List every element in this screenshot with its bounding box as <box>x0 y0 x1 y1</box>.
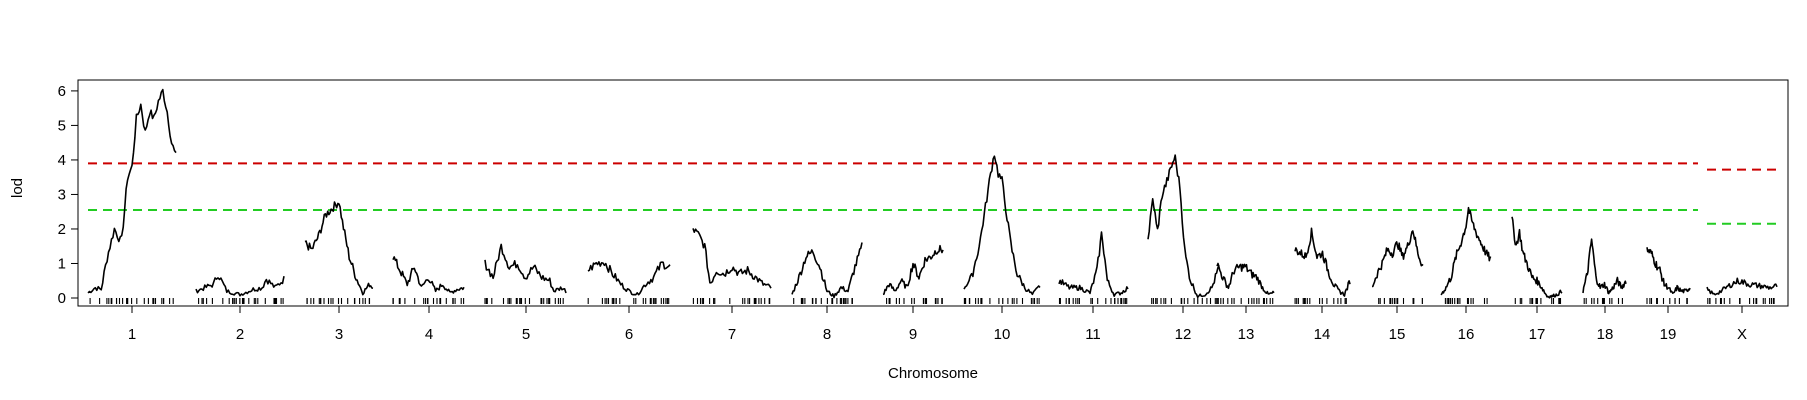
marker-rug-chr-X <box>1707 298 1775 304</box>
lod-curve-chr-9 <box>882 244 944 296</box>
marker-rug-chr-1 <box>89 298 174 304</box>
marker-rug-chr-17 <box>1514 298 1562 304</box>
lod-curve-chr-3 <box>304 201 374 296</box>
x-tick-label: 10 <box>994 326 1011 343</box>
lod-curve-chr-15 <box>1372 230 1424 288</box>
marker-rug-chr-6 <box>587 298 670 304</box>
marker-rug-chr-3 <box>306 298 371 304</box>
x-tick-label: X <box>1737 326 1747 343</box>
marker-rug-chr-4 <box>392 298 465 304</box>
lod-curve-chr-11 <box>1058 231 1129 298</box>
plot-frame <box>77 79 1789 307</box>
x-tick-label: 3 <box>335 326 343 343</box>
y-axis-title: lod <box>9 178 26 198</box>
marker-rug-chr-13 <box>1217 298 1274 304</box>
y-tick-label: 2 <box>58 221 66 238</box>
y-tick-label: 0 <box>58 290 66 307</box>
lod-curve-chr-16 <box>1440 206 1492 296</box>
marker-rug-chr-8 <box>793 298 853 304</box>
y-tick-label: 5 <box>58 117 66 134</box>
lod-curve-chr-17 <box>1511 216 1563 299</box>
x-tick-label: 19 <box>1660 326 1677 343</box>
marker-rug-chr-9 <box>886 298 943 304</box>
x-tick-label: 11 <box>1085 326 1101 343</box>
x-tick-label: 4 <box>425 326 433 343</box>
lod-curve-chr-7 <box>692 228 772 289</box>
marker-rug-chr-7 <box>692 298 771 304</box>
lod-curve-chr-12 <box>1147 154 1220 299</box>
marker-rug-chr-14 <box>1294 298 1347 304</box>
marker-rug-chr-19 <box>1646 298 1688 304</box>
lod-curve-chr-4 <box>392 256 465 294</box>
lod-curve-chr-6 <box>587 260 671 296</box>
x-tick-label: 15 <box>1389 326 1406 343</box>
lod-curve-chr-18 <box>1582 238 1627 295</box>
x-tick-label: 17 <box>1529 326 1546 343</box>
lod-curve-chr-X <box>1706 277 1778 296</box>
marker-rug-chr-10 <box>963 298 1040 304</box>
marker-rug-chr-18 <box>1583 298 1623 304</box>
x-tick-label: 6 <box>625 326 633 343</box>
x-tick-label: 7 <box>728 326 736 343</box>
x-tick-label: 14 <box>1314 326 1331 343</box>
lod-curve-chr-13 <box>1216 262 1275 295</box>
x-tick-label: 12 <box>1175 326 1192 343</box>
marker-rug-chr-5 <box>484 298 564 304</box>
lod-curve-chr-8 <box>791 242 863 299</box>
y-tick-label: 3 <box>58 186 66 203</box>
x-axis-title: Chromosome <box>888 365 978 382</box>
marker-rug-chr-12 <box>1151 298 1219 304</box>
marker-rug-chr-16 <box>1444 298 1488 304</box>
x-tick-label: 1 <box>128 326 136 343</box>
lod-curve-chr-19 <box>1646 247 1691 295</box>
y-tick-label: 4 <box>58 152 66 169</box>
x-tick-label: 13 <box>1238 326 1255 343</box>
x-tick-label: 2 <box>236 326 244 343</box>
lod-curve-chr-5 <box>484 243 567 294</box>
y-tick-label: 1 <box>58 255 66 272</box>
lod-curve-chr-14 <box>1294 227 1351 297</box>
lod-curve-chr-2 <box>195 276 285 297</box>
marker-rug-chr-2 <box>198 298 284 304</box>
x-tick-label: 18 <box>1597 326 1614 343</box>
marker-rug-chr-11 <box>1058 298 1128 304</box>
y-tick-label: 6 <box>58 83 66 100</box>
lod-curve-chr-1 <box>87 88 177 294</box>
lod-curve-chr-10 <box>963 155 1041 296</box>
marker-rug-chr-15 <box>1378 298 1423 304</box>
x-tick-label: 8 <box>823 326 831 343</box>
x-tick-label: 9 <box>909 326 917 343</box>
x-tick-label: 5 <box>522 326 530 343</box>
x-tick-label: 16 <box>1458 326 1475 343</box>
